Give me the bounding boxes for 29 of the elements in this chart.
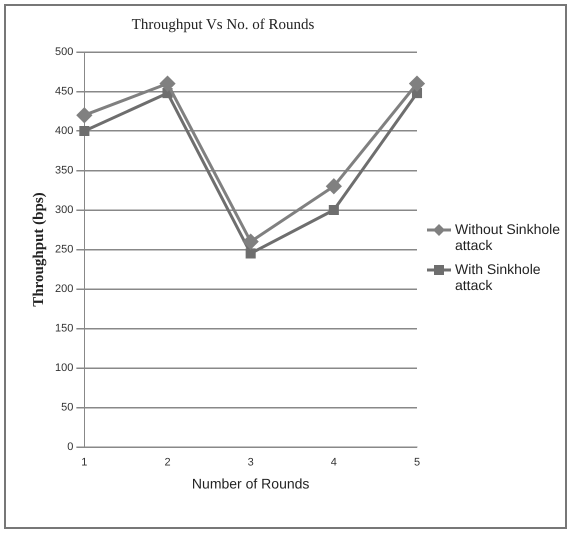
x-tick-label: 5 [414, 456, 420, 469]
legend-label: With Sinkhole attack [455, 261, 542, 293]
point [79, 126, 90, 136]
x-tick-label: 2 [164, 456, 171, 469]
point [246, 248, 256, 258]
point [76, 108, 92, 123]
y-tick-label: 250 [54, 244, 74, 256]
x-tick-label: 3 [248, 456, 254, 469]
y-tick-label: 100 [54, 362, 74, 374]
point [160, 76, 176, 92]
x-axis-title: Number of Rounds [192, 475, 310, 492]
point [410, 76, 424, 92]
point [326, 178, 342, 194]
y-tick-label: 150 [54, 322, 74, 335]
y-tick-label: 500 [54, 46, 74, 58]
y-tick-label: 300 [54, 204, 74, 216]
y-tick-label: 200 [54, 283, 74, 296]
y-tick-label: 0 [67, 441, 74, 454]
point [243, 234, 258, 250]
chart-title: Throughput Vs No. of Rounds [132, 16, 314, 33]
x-tick-label: 4 [330, 456, 337, 469]
y-tick-label: 350 [54, 164, 74, 177]
y-tick-label: 400 [54, 125, 74, 138]
y-axis-title: Throughput (bps) [30, 192, 47, 307]
y-tick-label: 50 [61, 402, 74, 414]
point [328, 204, 339, 216]
x-tick-label: 1 [81, 456, 88, 469]
y-tick-label: 450 [54, 86, 74, 98]
legend-label: Without Sinkhole attack [455, 221, 561, 253]
